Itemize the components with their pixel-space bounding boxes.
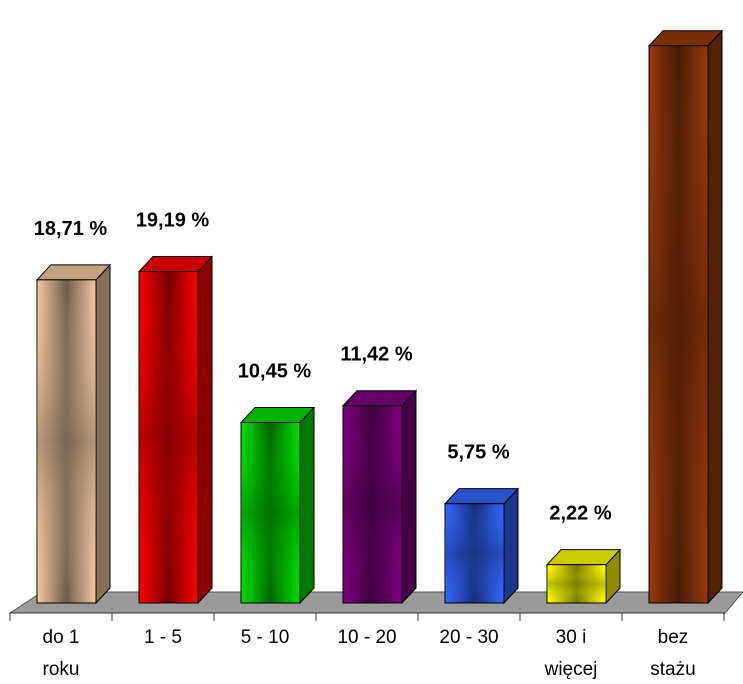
bars [35,29,724,605]
data-label: 2,22 % [549,503,611,525]
bar [341,389,418,605]
bar-front-shade [649,45,708,604]
bar-side [95,263,111,605]
category-label: 1 - 5 [144,627,182,648]
bar [443,487,520,605]
category-label: roku [43,659,80,680]
x-axis-ticks [9,613,725,621]
bar-side [503,487,519,605]
category-label: 20 - 30 [439,627,498,648]
data-label: 18,71 % [34,218,108,240]
category-label: do 1 [43,627,80,648]
bar-side [299,406,315,605]
category-label: więcej [544,659,598,680]
data-label: 5,75 % [447,442,509,464]
bar-side [197,255,213,605]
data-label: 10,45 % [238,361,312,383]
bar [239,406,316,605]
bar [35,263,112,605]
category-label: bez [658,627,689,648]
bar-side [401,389,417,605]
category-label: 5 - 10 [241,627,290,648]
bar-side [707,29,723,605]
value-labels: 18,71 % 19,19 % 10,45 % 11,42 % 5,75 % 2,22 % [34,210,612,525]
bar [137,255,214,605]
category-label: 10 - 20 [337,627,396,648]
bar-front-shade [547,564,606,603]
bar [545,548,622,605]
category-labels: do 1 roku 1 - 5 5 - 10 10 - 20 20 - 30 30 i wię… [43,627,696,680]
data-label: 11,42 % [340,344,413,366]
bar-front-shade [37,279,96,603]
bar-front-shade [139,271,198,603]
category-label: stażu [650,659,695,680]
bar [647,29,724,605]
category-label: 30 i [556,627,587,648]
bar-front-shade [343,405,402,603]
bar-front-shade [241,422,300,603]
data-label: 19,19 % [136,210,210,232]
bar-front-shade [445,503,504,603]
